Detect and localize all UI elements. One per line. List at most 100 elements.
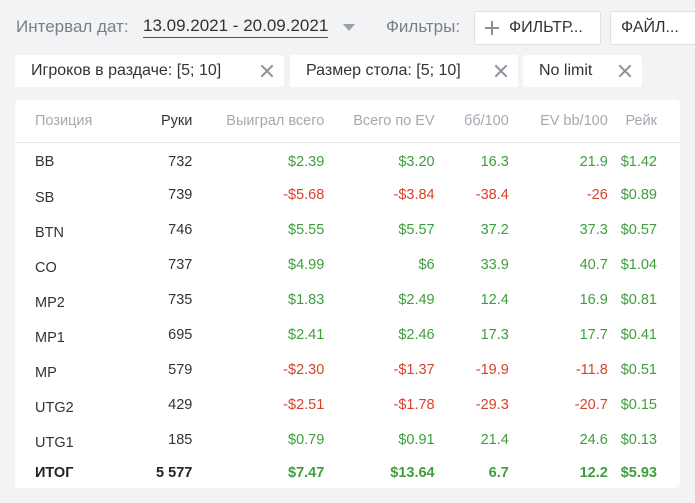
cell-hands: 737 bbox=[168, 256, 193, 273]
table-row: SB 739 -$5.68 -$3.84 -38.4 -26 $0.89 bbox=[15, 177, 680, 212]
table-row: BTN 746 $5.55 $5.57 37.2 37.3 $0.57 bbox=[15, 212, 680, 247]
cell-ev-bb100: 17.7 bbox=[579, 326, 608, 343]
date-range-label: Интервал дат: bbox=[16, 17, 129, 36]
table-row: MP1 695 $2.41 $2.46 17.3 17.7 $0.41 bbox=[15, 317, 680, 352]
cell-won: $4.99 bbox=[288, 256, 325, 273]
cell-won: $5.55 bbox=[288, 221, 325, 238]
cell-rake: $0.51 bbox=[620, 361, 657, 378]
filter-chip-label: Размер стола: [5; 10] bbox=[306, 62, 461, 79]
cell-won: -$2.51 bbox=[283, 396, 325, 413]
cell-position: BTN bbox=[35, 224, 64, 241]
filter-chip: No limit bbox=[523, 55, 642, 87]
column-header-ev-bb100[interactable]: EV bb/100 bbox=[508, 100, 608, 143]
cell-hands: 746 bbox=[168, 221, 193, 238]
toolbar: Интервал дат: 13.09.2021 - 20.09.2021 Фи… bbox=[0, 0, 695, 56]
cell-ev: $13.64 bbox=[390, 465, 435, 481]
cell-ev: $5.57 bbox=[398, 221, 435, 238]
cell-won: $0.79 bbox=[288, 431, 325, 448]
column-header-rake[interactable]: Рейк bbox=[607, 100, 680, 143]
column-header-ev[interactable]: Всего по EV bbox=[324, 100, 435, 143]
cell-bb100: 12.4 bbox=[480, 291, 509, 308]
cell-position: MP2 bbox=[35, 294, 65, 311]
total-row: ИТОГ 5 577 $7.47 $13.64 6.7 12.2 $5.93 bbox=[15, 457, 680, 489]
table-row: BB 732 $2.39 $3.20 16.3 21.9 $1.42 bbox=[15, 142, 680, 177]
table-row: MP 579 -$2.30 -$1.37 -19.9 -11.8 $0.51 bbox=[15, 352, 680, 387]
cell-ev: $3.20 bbox=[398, 153, 435, 170]
cell-hands: 185 bbox=[168, 431, 193, 448]
cell-ev-bb100: 12.2 bbox=[579, 465, 608, 481]
cell-ev-bb100: 16.9 bbox=[579, 291, 608, 308]
cell-ev: $6 bbox=[418, 256, 435, 273]
caret-down-icon[interactable] bbox=[343, 24, 355, 31]
cell-rake: $0.15 bbox=[620, 396, 657, 413]
cell-bb100: 16.3 bbox=[480, 153, 509, 170]
cell-won: $2.41 bbox=[288, 326, 325, 343]
cell-bb100: -19.9 bbox=[475, 361, 509, 378]
active-filters: Игроков в раздаче: [5; 10] Размер стола:… bbox=[0, 55, 695, 89]
cell-position: UTG2 bbox=[35, 399, 74, 416]
filter-chip-label: No limit bbox=[539, 62, 593, 79]
filter-chip-label: Игроков в раздаче: [5; 10] bbox=[31, 62, 222, 79]
table-row: UTG2 429 -$2.51 -$1.78 -29.3 -20.7 $0.15 bbox=[15, 387, 680, 422]
stats-card: Позиция Руки Выиграл всего Всего по EV б… bbox=[15, 100, 680, 488]
table-row: MP2 735 $1.83 $2.49 12.4 16.9 $0.81 bbox=[15, 282, 680, 317]
cell-rake: $5.93 bbox=[620, 465, 657, 481]
add-filter-label: ФИЛЬТР... bbox=[509, 19, 583, 36]
close-icon[interactable] bbox=[494, 64, 508, 78]
cell-ev: $2.49 bbox=[398, 291, 435, 308]
file-button-label: ФАЙЛ... bbox=[621, 19, 679, 36]
date-range-picker[interactable]: 13.09.2021 - 20.09.2021 bbox=[143, 16, 329, 38]
cell-ev: $0.91 bbox=[398, 431, 435, 448]
cell-ev: -$1.37 bbox=[393, 361, 435, 378]
cell-ev-bb100: -20.7 bbox=[574, 396, 608, 413]
cell-won: $1.83 bbox=[288, 291, 325, 308]
cell-ev-bb100: 37.3 bbox=[579, 221, 608, 238]
table-header-row: Позиция Руки Выиграл всего Всего по EV б… bbox=[15, 100, 680, 143]
cell-rake: $0.13 bbox=[620, 431, 657, 448]
cell-hands: 579 bbox=[168, 361, 193, 378]
cell-hands: 739 bbox=[168, 186, 193, 203]
cell-position: ИТОГ bbox=[35, 465, 74, 481]
cell-bb100: 37.2 bbox=[480, 221, 509, 238]
table-row: UTG1 185 $0.79 $0.91 21.4 24.6 $0.13 bbox=[15, 422, 680, 457]
cell-hands: 735 bbox=[168, 291, 193, 308]
column-header-position[interactable]: Позиция bbox=[15, 100, 131, 143]
cell-position: BB bbox=[35, 153, 55, 170]
cell-hands: 732 bbox=[168, 153, 193, 170]
cell-rake: $1.42 bbox=[620, 153, 657, 170]
file-button[interactable]: ФАЙЛ... bbox=[610, 11, 695, 45]
cell-won: $7.47 bbox=[288, 465, 325, 481]
column-header-bb100[interactable]: бб/100 bbox=[434, 100, 509, 143]
cell-bb100: 6.7 bbox=[488, 465, 509, 481]
cell-ev: $2.46 bbox=[398, 326, 435, 343]
cell-position: SB bbox=[35, 189, 55, 206]
cell-rake: $0.41 bbox=[620, 326, 657, 343]
cell-won: $2.39 bbox=[288, 153, 325, 170]
cell-position: MP1 bbox=[35, 329, 65, 346]
close-icon[interactable] bbox=[260, 64, 274, 78]
cell-won: -$5.68 bbox=[283, 186, 325, 203]
close-icon[interactable] bbox=[618, 64, 632, 78]
cell-won: -$2.30 bbox=[283, 361, 325, 378]
cell-hands: 695 bbox=[168, 326, 193, 343]
position-stats-table: Позиция Руки Выиграл всего Всего по EV б… bbox=[15, 100, 680, 489]
cell-ev-bb100: 21.9 bbox=[579, 153, 608, 170]
cell-ev: -$3.84 bbox=[393, 186, 435, 203]
cell-rake: $0.81 bbox=[620, 291, 657, 308]
filter-chip: Игроков в раздаче: [5; 10] bbox=[15, 55, 284, 87]
cell-hands: 5 577 bbox=[156, 465, 193, 481]
cell-position: UTG1 bbox=[35, 434, 74, 451]
cell-position: CO bbox=[35, 259, 57, 276]
cell-rake: $0.89 bbox=[620, 186, 657, 203]
add-filter-button[interactable]: ФИЛЬТР... bbox=[474, 11, 601, 45]
cell-bb100: -29.3 bbox=[475, 396, 509, 413]
cell-ev: -$1.78 bbox=[393, 396, 435, 413]
column-header-won[interactable]: Выиграл всего bbox=[192, 100, 325, 143]
cell-position: MP bbox=[35, 364, 57, 381]
filter-chip: Размер стола: [5; 10] bbox=[290, 55, 518, 87]
column-header-hands[interactable]: Руки bbox=[130, 100, 193, 143]
cell-bb100: 17.3 bbox=[480, 326, 509, 343]
cell-rake: $1.04 bbox=[620, 256, 657, 273]
cell-ev-bb100: -26 bbox=[586, 186, 608, 203]
cell-bb100: 21.4 bbox=[480, 431, 509, 448]
